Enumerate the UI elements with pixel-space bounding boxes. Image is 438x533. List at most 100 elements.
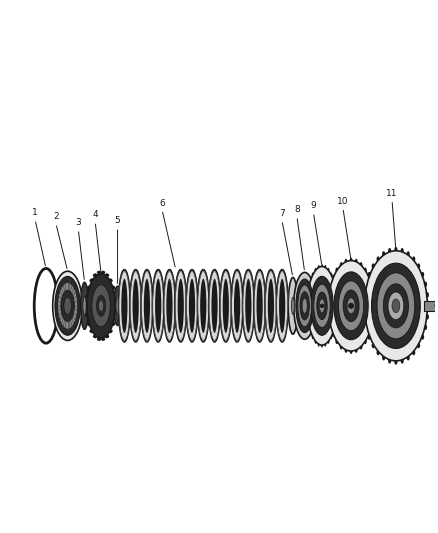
Ellipse shape (336, 295, 338, 300)
Ellipse shape (367, 274, 371, 280)
Ellipse shape (81, 282, 88, 329)
Ellipse shape (345, 347, 347, 353)
Ellipse shape (220, 270, 232, 342)
Ellipse shape (85, 294, 88, 298)
Ellipse shape (388, 248, 391, 254)
Ellipse shape (362, 303, 365, 309)
Ellipse shape (388, 358, 391, 364)
Ellipse shape (335, 286, 336, 292)
Ellipse shape (336, 312, 338, 317)
Ellipse shape (321, 343, 323, 348)
Ellipse shape (198, 270, 209, 342)
Ellipse shape (144, 279, 150, 333)
Ellipse shape (53, 271, 83, 341)
Ellipse shape (421, 334, 424, 340)
Ellipse shape (114, 304, 117, 308)
Ellipse shape (424, 325, 427, 330)
Ellipse shape (109, 329, 113, 333)
Ellipse shape (312, 272, 314, 278)
Ellipse shape (298, 285, 311, 327)
Ellipse shape (99, 300, 103, 311)
Ellipse shape (365, 325, 368, 330)
Ellipse shape (234, 279, 240, 333)
Ellipse shape (325, 265, 326, 270)
Ellipse shape (426, 292, 429, 297)
Ellipse shape (93, 335, 97, 338)
Ellipse shape (417, 343, 420, 348)
Text: 9: 9 (311, 201, 316, 211)
Ellipse shape (113, 286, 121, 326)
Ellipse shape (97, 271, 101, 274)
Ellipse shape (360, 262, 363, 268)
Text: 2: 2 (53, 212, 59, 221)
Ellipse shape (112, 322, 115, 326)
Ellipse shape (178, 279, 184, 333)
Ellipse shape (186, 270, 198, 342)
Ellipse shape (339, 281, 364, 330)
Ellipse shape (87, 273, 115, 338)
Ellipse shape (105, 273, 109, 277)
Ellipse shape (343, 290, 359, 321)
Ellipse shape (231, 270, 243, 342)
Ellipse shape (245, 279, 251, 333)
Ellipse shape (116, 298, 119, 314)
Ellipse shape (325, 342, 326, 346)
Ellipse shape (406, 251, 410, 257)
Ellipse shape (370, 283, 373, 289)
Ellipse shape (57, 282, 78, 329)
Ellipse shape (360, 344, 363, 350)
Ellipse shape (417, 263, 420, 269)
Ellipse shape (333, 328, 335, 333)
Bar (424, 301, 438, 311)
Ellipse shape (302, 298, 307, 313)
Ellipse shape (372, 343, 375, 348)
Ellipse shape (426, 314, 429, 319)
Ellipse shape (85, 313, 88, 318)
Ellipse shape (314, 284, 330, 327)
Ellipse shape (329, 322, 332, 328)
Ellipse shape (118, 270, 130, 342)
Ellipse shape (394, 247, 397, 253)
Ellipse shape (114, 313, 117, 318)
Ellipse shape (257, 279, 263, 333)
Ellipse shape (268, 279, 274, 333)
Ellipse shape (279, 279, 285, 333)
Ellipse shape (401, 358, 404, 364)
Ellipse shape (412, 256, 415, 262)
Ellipse shape (336, 338, 339, 344)
Ellipse shape (64, 297, 71, 314)
Ellipse shape (367, 334, 371, 340)
Ellipse shape (372, 303, 375, 309)
Ellipse shape (200, 279, 206, 333)
Ellipse shape (345, 259, 347, 265)
Ellipse shape (317, 292, 327, 320)
Ellipse shape (83, 296, 86, 315)
Text: 11: 11 (386, 189, 398, 198)
Ellipse shape (288, 278, 298, 334)
Ellipse shape (189, 279, 195, 333)
Ellipse shape (327, 293, 330, 298)
Ellipse shape (371, 263, 420, 349)
Ellipse shape (152, 270, 164, 342)
Ellipse shape (406, 355, 410, 360)
Ellipse shape (112, 286, 115, 289)
Ellipse shape (364, 338, 367, 344)
Text: 1: 1 (32, 208, 38, 217)
Ellipse shape (101, 338, 105, 341)
Ellipse shape (333, 279, 335, 284)
Ellipse shape (276, 270, 288, 342)
Ellipse shape (307, 320, 310, 326)
Ellipse shape (321, 264, 323, 269)
Ellipse shape (424, 281, 427, 287)
Ellipse shape (340, 344, 343, 350)
Ellipse shape (336, 268, 339, 273)
Ellipse shape (307, 312, 308, 317)
Ellipse shape (327, 303, 330, 309)
Ellipse shape (365, 281, 368, 287)
Ellipse shape (133, 279, 139, 333)
Ellipse shape (355, 347, 358, 353)
Ellipse shape (377, 256, 380, 262)
Ellipse shape (89, 278, 93, 282)
Ellipse shape (223, 279, 229, 333)
Ellipse shape (329, 283, 332, 289)
